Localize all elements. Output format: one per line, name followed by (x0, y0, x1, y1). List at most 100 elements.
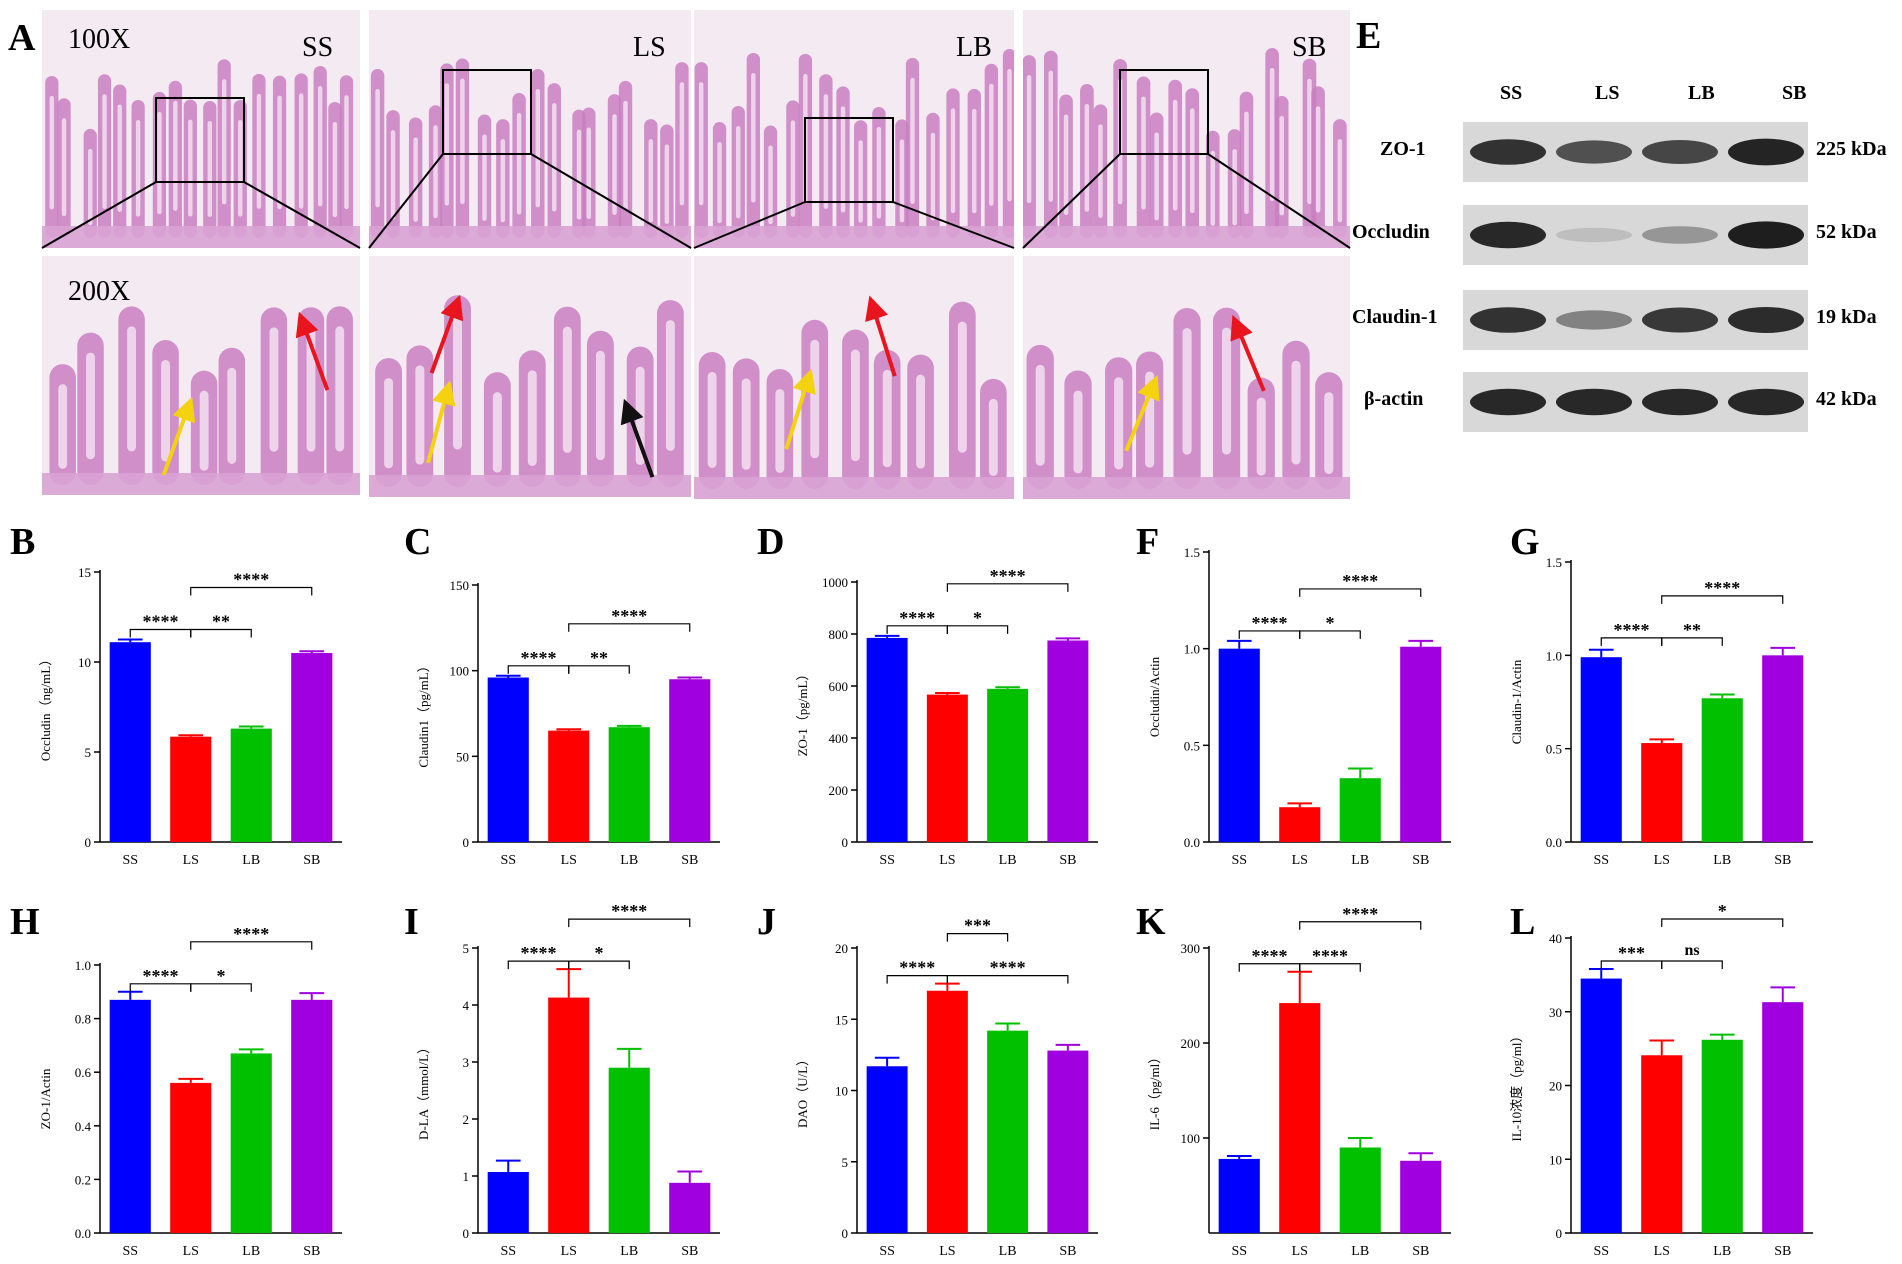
bar (170, 736, 212, 842)
blot-strip (1463, 290, 1808, 350)
x-tick-label: LS (561, 853, 577, 868)
bar (1400, 1160, 1442, 1233)
significance-bracket (190, 941, 313, 950)
bar (1701, 698, 1743, 842)
y-tick-label: 400 (829, 731, 849, 746)
blot-band (1556, 388, 1632, 416)
y-tick-label: 100 (1181, 1131, 1201, 1146)
y-tick-label: 600 (829, 679, 849, 694)
y-axis-label: ZO-1（pg/mL） (795, 668, 810, 757)
y-tick-label: 4 (463, 998, 470, 1013)
x-tick-label: SB (1412, 1244, 1429, 1259)
y-axis-label: ZO-1/Actin (38, 1068, 53, 1129)
blot-protein-label: β-actin (1364, 388, 1424, 410)
y-tick-label: 50 (456, 749, 469, 764)
bar (1047, 1050, 1089, 1233)
bar (170, 1082, 212, 1233)
bar (1218, 648, 1260, 842)
bar (1218, 1158, 1260, 1233)
y-tick-label: 200 (829, 783, 849, 798)
magnification-label-100x: 100X (68, 24, 131, 55)
y-tick-label: 0 (1556, 1226, 1563, 1241)
bar (669, 1182, 711, 1233)
zoom-line (243, 181, 361, 249)
histology-image-200x-ss (42, 256, 360, 495)
x-tick-label: LB (999, 1244, 1017, 1259)
panel-label-l: L (1510, 901, 1536, 943)
bar (109, 999, 151, 1233)
significance-label: ** (212, 612, 230, 632)
x-tick-label: LB (999, 853, 1017, 868)
panel-label-k: K (1136, 901, 1166, 943)
blot-protein-label: Occludin (1352, 221, 1430, 243)
significance-label: **** (521, 943, 557, 963)
bar (608, 727, 650, 842)
bar (1047, 640, 1089, 842)
significance-label: *** (964, 916, 991, 936)
y-tick-label: 0.0 (75, 1226, 91, 1241)
x-tick-label: LS (939, 853, 955, 868)
y-tick-label: 0.8 (75, 1012, 91, 1027)
panel-label-d: D (757, 521, 785, 563)
significance-bracket (568, 918, 691, 928)
y-tick-label: 1.5 (1184, 545, 1200, 560)
x-tick-label: LS (1292, 853, 1308, 868)
bar (548, 730, 590, 842)
y-axis-label: Claudin-1/Actin (1509, 659, 1524, 744)
significance-bracket (886, 975, 948, 984)
histology-image-200x-sb (1023, 256, 1350, 499)
y-tick-label: 0 (842, 835, 849, 850)
y-tick-label: 0 (463, 1226, 470, 1241)
blot-band (1642, 226, 1718, 244)
significance-label: **** (233, 924, 269, 944)
significance-label: ** (1683, 620, 1701, 640)
y-tick-label: 10 (1549, 1152, 1562, 1167)
y-axis-label: IL-6（pg/ml） (1147, 1051, 1162, 1130)
x-tick-label: SB (1412, 853, 1429, 868)
zoom-box (804, 117, 894, 203)
y-tick-label: 2 (463, 1112, 470, 1127)
zoom-line (1022, 153, 1121, 249)
histology-group-label: SS (302, 32, 334, 63)
x-tick-label: SB (1059, 1244, 1076, 1259)
y-tick-label: 30 (1549, 1005, 1562, 1020)
x-tick-label: SB (303, 1244, 320, 1259)
histology-group-label: SB (1292, 32, 1327, 63)
significance-bracket (1661, 960, 1723, 969)
significance-label: **** (611, 901, 647, 921)
x-tick-label: LS (183, 1244, 199, 1259)
x-tick-label: SS (500, 853, 516, 868)
panel-label-c: C (404, 521, 432, 563)
significance-label: **** (1342, 571, 1378, 591)
histology-image-100x-lb (694, 10, 1014, 248)
arrow-red-icon (429, 294, 464, 374)
panel-label-b: B (10, 521, 36, 563)
blot-band (1728, 388, 1804, 416)
y-tick-label: 0.0 (1184, 835, 1200, 850)
y-tick-label: 0.2 (75, 1172, 91, 1187)
x-tick-label: LB (242, 853, 260, 868)
y-axis-label: IL-10浓度（pg/ml） (1509, 1030, 1524, 1142)
significance-label: **** (1252, 613, 1288, 633)
y-axis-label: DAO（U/L） (795, 1053, 810, 1128)
bar (1400, 646, 1442, 842)
bar (669, 679, 711, 842)
significance-label: **** (990, 566, 1026, 586)
bar (987, 688, 1029, 842)
bar (548, 997, 590, 1233)
blot-band (1470, 307, 1546, 333)
blot-band (1728, 138, 1804, 166)
bar (1641, 743, 1683, 842)
bar (926, 694, 968, 842)
significance-label: **** (611, 606, 647, 626)
significance-label: **** (1342, 904, 1378, 924)
blot-lane-label: LB (1688, 82, 1715, 104)
panel-label-j: J (757, 901, 776, 943)
significance-bracket (946, 625, 1009, 634)
significance-bracket (568, 665, 630, 674)
x-tick-label: LS (1292, 1244, 1308, 1259)
blot-protein-label: Claudin-1 (1352, 306, 1438, 328)
significance-bracket (1661, 595, 1784, 604)
x-tick-label: LS (183, 853, 199, 868)
significance-bracket (946, 583, 1069, 592)
